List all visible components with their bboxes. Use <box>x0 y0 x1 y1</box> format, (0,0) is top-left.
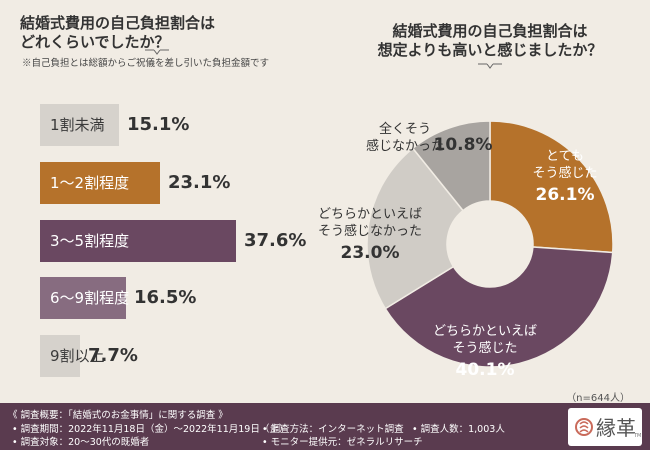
donut-slice-value: 10.8% <box>434 135 493 155</box>
donut-slice-label: どちらかといえばそう感じなかった <box>318 207 422 239</box>
donut-slice-label: 全くそう感じなかった <box>366 121 444 154</box>
survey-period: • 調査期間：2022年11月18日（金）〜2022年11月19日（土） <box>12 424 289 435</box>
bar-value-label: 16.5% <box>134 287 197 308</box>
bar: 1割未満 <box>40 104 119 146</box>
bar-row: 9割以上 7.7% <box>40 335 150 377</box>
survey-target: • 調査対象：20〜30代の既婚者 <box>12 437 150 448</box>
bar-value-label: 23.1% <box>168 172 231 193</box>
bar-row: 1〜2割程度 23.1% <box>40 162 230 204</box>
donut-chart: とてもそう感じた 26.1% どちらかといえばそう感じた 40.1% どちらかといえばそ… <box>318 120 614 380</box>
survey-count: • 調査人数：1,003人 <box>412 424 505 435</box>
survey-method: • 調査方法：インターネット調査 <box>262 424 404 435</box>
donut-slice-value: 26.1% <box>536 185 595 205</box>
chevron-down-icon <box>145 49 169 55</box>
bar-category-label: 6〜9割程度 <box>50 289 130 307</box>
logo-tm: TM <box>634 433 642 439</box>
survey-footer: 《 調査概要：「結婚式のお金事情」に関する調査 》 • 調査期間：2022年11… <box>0 403 650 450</box>
bar-category-label: 3〜5割程度 <box>50 232 130 250</box>
donut-slice <box>384 246 614 368</box>
logo-text: 縁革 <box>596 416 636 440</box>
donut-slice <box>366 147 465 310</box>
donut-slice <box>489 120 614 254</box>
bar: 3〜5割程度 <box>40 220 236 262</box>
survey-provider: • モニター提供元：ゼネラルリサーチ <box>262 437 423 448</box>
donut-slice <box>411 120 491 212</box>
donut-slice-value: 40.1% <box>456 360 515 380</box>
logo-mark-icon <box>575 418 593 436</box>
bar-category-label: 1割未満 <box>50 116 105 134</box>
right-chart-title: 結婚式費用の自己負担割合は 想定よりも高いと感じましたか？ <box>377 22 603 59</box>
bar-row: 3〜5割程度 37.6% <box>40 220 306 262</box>
bar: 1〜2割程度 <box>40 162 160 204</box>
bar-category-label: 9割以上 <box>50 347 105 365</box>
donut-slice-label: とてもそう感じた <box>532 149 597 181</box>
bar-value-label: 15.1% <box>127 114 190 135</box>
donut-slice-label: どちらかといえばそう感じた <box>433 324 537 356</box>
bar-row: 1割未満 15.1% <box>40 104 189 146</box>
brand-logo: 縁革 TM <box>568 408 642 446</box>
sample-size: （n=644人） <box>566 393 630 404</box>
bar: 6〜9割程度 <box>40 277 130 319</box>
left-chart-title: 結婚式費用の自己負担割合は どれくらいでしたか？ <box>20 14 216 51</box>
bar-value-label: 7.7% <box>88 345 138 366</box>
chart-note: ※自己負担とは総額からご祝儀を差し引いた負担金額です <box>22 58 270 69</box>
donut-slice-value: 23.0% <box>341 243 400 263</box>
chevron-down-icon <box>478 63 502 69</box>
bar-category-label: 1〜2割程度 <box>50 174 130 192</box>
bar-row: 6〜9割程度 16.5% <box>40 277 196 319</box>
bar: 9割以上 <box>40 335 105 377</box>
bar-value-label: 37.6% <box>244 230 307 251</box>
survey-overview: 《 調査概要：「結婚式のお金事情」に関する調査 》 <box>8 410 228 421</box>
